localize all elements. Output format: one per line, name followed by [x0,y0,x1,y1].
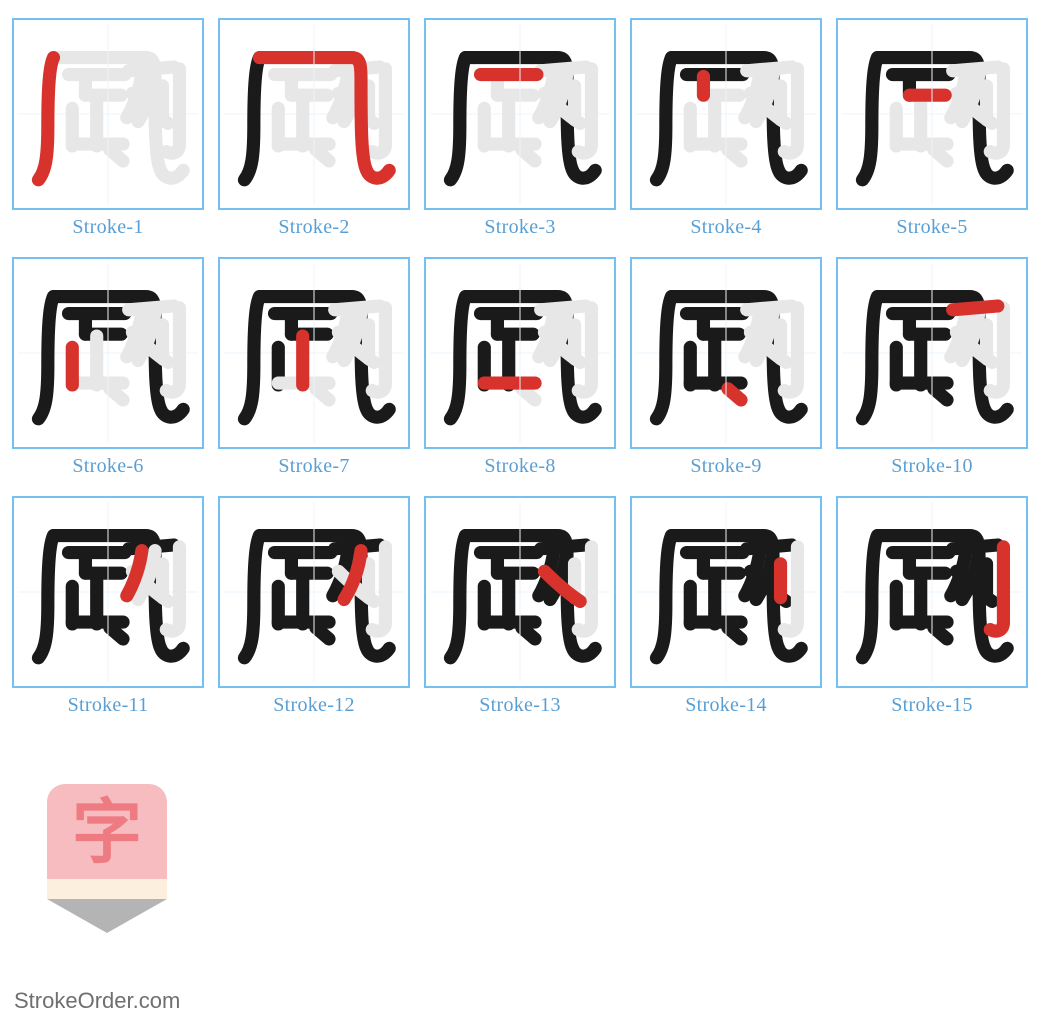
stroke-cell-2: Stroke-2 [218,18,410,239]
stroke-tile-15 [836,496,1028,688]
stroke-caption-14: Stroke-14 [685,694,767,717]
stroke-path-inner-dot [110,150,123,161]
stroke-caption-13: Stroke-13 [479,694,561,717]
stroke-path-inner-dot [934,389,947,400]
stroke-path-inner-dot [110,628,123,639]
glyph-svg-3 [426,20,614,208]
stroke-tile-7 [218,257,410,449]
stroke-tile-10 [836,257,1028,449]
stroke-tile-8 [424,257,616,449]
stroke-tile-12 [218,496,410,688]
glyph-svg-14 [632,498,820,686]
stroke-path-inner-dot [934,150,947,161]
stroke-tile-13 [424,496,616,688]
stroke-caption-11: Stroke-11 [68,694,149,717]
stroke-caption-1: Stroke-1 [72,216,143,239]
stroke-caption-4: Stroke-4 [690,216,761,239]
logo-badge-top: 字 [47,784,167,879]
stroke-cell-11: Stroke-11 [12,496,204,717]
glyph-svg-2 [220,20,408,208]
stroke-path-inner-dot [522,628,535,639]
stroke-tile-5 [836,18,1028,210]
logo-character: 字 [72,797,142,867]
stroke-path-frame-left [244,58,259,180]
stroke-tile-2 [218,18,410,210]
stroke-path-inner-dot [522,150,535,161]
glyph-svg-13 [426,498,614,686]
stroke-path-frame-left [656,297,671,419]
stroke-cell-8: Stroke-8 [424,257,616,478]
stroke-tile-3 [424,18,616,210]
stroke-caption-2: Stroke-2 [278,216,349,239]
stroke-cell-15: Stroke-15 [836,496,1028,717]
stroke-caption-10: Stroke-10 [891,455,973,478]
glyph-svg-4 [632,20,820,208]
stroke-path-frame-left [38,297,53,419]
stroke-caption-7: Stroke-7 [278,455,349,478]
stroke-path-inner-dot [728,150,741,161]
stroke-path-inner-dot [316,389,329,400]
glyph-svg-5 [838,20,1026,208]
stroke-cell-3: Stroke-3 [424,18,616,239]
stroke-path-frame-left [450,536,465,658]
watermark-text: StrokeOrder.com [14,988,180,1014]
stroke-tile-14 [630,496,822,688]
site-logo: 字 [42,784,172,944]
glyph-svg-6 [14,259,202,447]
stroke-cell-1: Stroke-1 [12,18,204,239]
stroke-caption-9: Stroke-9 [690,455,761,478]
stroke-path-frame-left [656,58,671,180]
stroke-path-frame-left [862,536,877,658]
stroke-path-inner-dot [522,389,535,400]
stroke-path-inner-dot [934,628,947,639]
stroke-tile-9 [630,257,822,449]
logo-badge-tip [47,899,167,933]
stroke-path-frame-left [244,536,259,658]
stroke-path-frame-left [38,58,53,180]
stroke-grid: Stroke-1 Stroke-2 Stroke-3 Stroke-4 Stroke-5… [12,18,1038,717]
stroke-cell-9: Stroke-9 [630,257,822,478]
stroke-path-inner-dot [728,389,741,400]
glyph-svg-12 [220,498,408,686]
stroke-cell-5: Stroke-5 [836,18,1028,239]
glyph-svg-11 [14,498,202,686]
stroke-cell-7: Stroke-7 [218,257,410,478]
glyph-svg-15 [838,498,1026,686]
stroke-path-inner-dot [110,389,123,400]
stroke-cell-4: Stroke-4 [630,18,822,239]
stroke-caption-15: Stroke-15 [891,694,973,717]
stroke-caption-5: Stroke-5 [896,216,967,239]
stroke-path-frame-left [450,58,465,180]
stroke-caption-12: Stroke-12 [273,694,355,717]
stroke-cell-13: Stroke-13 [424,496,616,717]
stroke-path-frame-left [244,297,259,419]
stroke-cell-14: Stroke-14 [630,496,822,717]
stroke-tile-1 [12,18,204,210]
stroke-caption-3: Stroke-3 [484,216,555,239]
stroke-tile-6 [12,257,204,449]
stroke-path-frame-left [38,536,53,658]
stroke-path-frame-left [450,297,465,419]
glyph-svg-8 [426,259,614,447]
stroke-path-inner-dot [316,628,329,639]
stroke-path-frame-left [656,536,671,658]
stroke-path-frame-left [862,58,877,180]
stroke-cell-6: Stroke-6 [12,257,204,478]
stroke-cell-10: Stroke-10 [836,257,1028,478]
stroke-cell-12: Stroke-12 [218,496,410,717]
stroke-caption-8: Stroke-8 [484,455,555,478]
stroke-tile-11 [12,496,204,688]
glyph-svg-7 [220,259,408,447]
stroke-tile-4 [630,18,822,210]
stroke-caption-6: Stroke-6 [72,455,143,478]
logo-badge-band [47,879,167,899]
glyph-svg-9 [632,259,820,447]
stroke-path-inner-dot [316,150,329,161]
glyph-svg-1 [14,20,202,208]
stroke-path-frame-left [862,297,877,419]
glyph-svg-10 [838,259,1026,447]
stroke-path-inner-dot [728,628,741,639]
stroke-path-right-top-h [953,306,998,310]
